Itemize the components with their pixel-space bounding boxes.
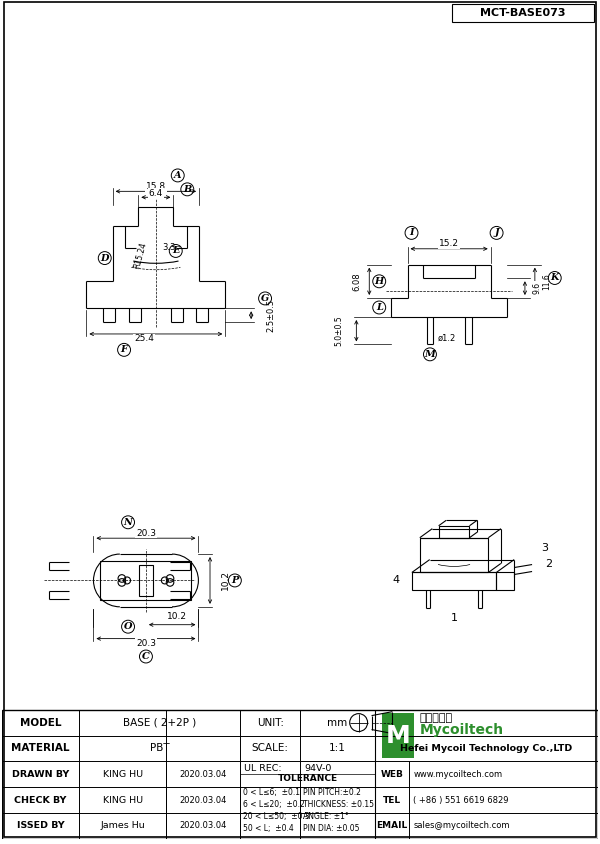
Text: B: B: [183, 185, 191, 194]
Text: I: I: [409, 229, 414, 237]
Text: A: A: [174, 171, 182, 180]
Text: 0 < L≤6;  ±0.1
6 < L≤20;  ±0.2
20 < L≤50;  ±0.3
50 < L;  ±0.4: 0 < L≤6; ±0.1 6 < L≤20; ±0.2 20 < L≤50; …: [244, 788, 310, 832]
Text: H: H: [374, 277, 384, 286]
Text: Mycoiltech: Mycoiltech: [419, 722, 503, 737]
Text: James Hu: James Hu: [100, 821, 145, 830]
Text: R15.24: R15.24: [132, 241, 148, 269]
Text: MODEL: MODEL: [20, 717, 61, 728]
Text: 6.4: 6.4: [149, 189, 163, 197]
Text: 25.4: 25.4: [134, 334, 154, 344]
Bar: [496, 572, 514, 591]
Text: MATERIAL: MATERIAL: [11, 744, 70, 754]
Text: M: M: [425, 349, 436, 359]
Bar: [452, 4, 594, 22]
Text: TOLERANCE: TOLERANCE: [277, 774, 338, 783]
Text: PIN PITCH:±0.2
THICKNESS: ±0.15
ANGLE: ±1°
PIN DIA: ±0.05: PIN PITCH:±0.2 THICKNESS: ±0.15 ANGLE: ±…: [303, 788, 374, 832]
Text: ISSED BY: ISSED BY: [17, 821, 64, 830]
Bar: [100, 561, 191, 600]
Text: 2020.03.04: 2020.03.04: [179, 770, 227, 779]
Text: 3.3: 3.3: [162, 242, 175, 252]
Text: DRAWN BY: DRAWN BY: [12, 770, 69, 779]
Text: MCT-BASE073: MCT-BASE073: [480, 8, 565, 18]
Text: J: J: [494, 229, 499, 237]
Text: L: L: [376, 303, 383, 312]
Text: D: D: [100, 253, 109, 262]
Bar: [382, 712, 415, 759]
Text: KING HU: KING HU: [103, 796, 143, 804]
Bar: [412, 572, 496, 591]
Bar: [420, 538, 488, 572]
Text: P: P: [231, 576, 239, 585]
Bar: [139, 565, 153, 596]
Text: 1:1: 1:1: [329, 744, 346, 754]
Text: www.mycoiltech.com: www.mycoiltech.com: [413, 770, 502, 779]
Text: 5.0±0.5: 5.0±0.5: [334, 316, 343, 346]
Bar: [439, 526, 469, 538]
Text: Hefei Mycoil Technology Co.,LTD: Hefei Mycoil Technology Co.,LTD: [400, 744, 572, 753]
Text: ø1.2: ø1.2: [437, 333, 455, 343]
Text: 4: 4: [392, 576, 400, 586]
Text: 20.3: 20.3: [136, 639, 156, 648]
Text: E: E: [172, 246, 179, 256]
Text: 2020.03.04: 2020.03.04: [179, 796, 227, 804]
Text: 2.5±0.5: 2.5±0.5: [266, 299, 275, 332]
Text: 15.2: 15.2: [439, 240, 459, 248]
Text: KING HU: KING HU: [103, 770, 143, 779]
Text: EMAIL: EMAIL: [376, 821, 407, 830]
Text: 9.6: 9.6: [532, 282, 541, 295]
Text: CHECK BY: CHECK BY: [14, 796, 67, 804]
Text: O: O: [124, 622, 133, 631]
Text: 麦可一科技: 麦可一科技: [419, 712, 452, 722]
Text: ( +86 ) 551 6619 6829: ( +86 ) 551 6619 6829: [413, 796, 509, 804]
Text: TEL: TEL: [383, 796, 401, 804]
Text: G: G: [261, 294, 269, 303]
Text: sales@mycoiltech.com: sales@mycoiltech.com: [413, 821, 510, 830]
Text: 6.08: 6.08: [353, 272, 362, 290]
Text: BASE ( 2+2P ): BASE ( 2+2P ): [123, 717, 196, 728]
Text: WEB: WEB: [380, 770, 403, 779]
Text: 94V-0: 94V-0: [304, 765, 331, 773]
Text: 15.8: 15.8: [146, 181, 166, 191]
Text: UL REC:: UL REC:: [244, 765, 282, 773]
Text: mm: mm: [327, 717, 347, 728]
Text: 2020.03.04: 2020.03.04: [179, 821, 227, 830]
Text: 10.2: 10.2: [221, 571, 230, 591]
Text: UNIT:: UNIT:: [257, 717, 284, 728]
Text: 2: 2: [545, 559, 552, 569]
Bar: [2, 710, 598, 839]
Text: 1: 1: [451, 614, 458, 623]
Text: K: K: [550, 273, 559, 283]
Text: N: N: [124, 517, 133, 527]
Text: 20.3: 20.3: [136, 528, 156, 538]
Text: C: C: [142, 652, 150, 661]
Text: 11.6: 11.6: [542, 273, 551, 289]
Text: 3: 3: [541, 543, 548, 553]
Text: M: M: [386, 723, 411, 748]
Text: F: F: [121, 345, 128, 354]
Text: PBT: PBT: [150, 744, 170, 754]
Text: 10.2: 10.2: [167, 612, 187, 620]
Text: SCALE:: SCALE:: [251, 744, 289, 754]
